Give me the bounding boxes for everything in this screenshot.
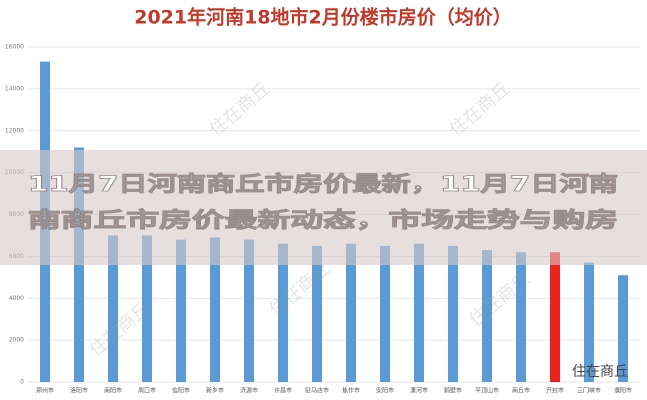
bar bbox=[108, 235, 118, 382]
bar bbox=[278, 243, 288, 382]
x-tick-label: 濮阳市 bbox=[614, 387, 632, 395]
overlay-band bbox=[0, 150, 647, 265]
bar bbox=[142, 235, 152, 382]
bar bbox=[244, 239, 254, 382]
y-tick-label: 16000 bbox=[5, 44, 24, 51]
x-tick-label: 鹤壁市 bbox=[444, 387, 462, 395]
bar bbox=[210, 237, 220, 382]
x-tick-label: 信阳市 bbox=[172, 387, 190, 395]
x-tick-label: 焦作市 bbox=[342, 387, 360, 395]
x-tick-label: 开封市 bbox=[546, 387, 564, 395]
y-tick-label: 2000 bbox=[9, 337, 24, 344]
y-tick-label: 0 bbox=[20, 379, 24, 386]
overlay-text: 11月7日河南商丘市房价最新，11月7日河南 bbox=[28, 172, 618, 196]
bar bbox=[380, 245, 390, 382]
y-tick-label: 12000 bbox=[5, 127, 24, 134]
bar bbox=[618, 275, 628, 382]
overlay-text: 南商丘市房价最新动态，市场走势与购房 bbox=[28, 208, 618, 232]
bar bbox=[176, 239, 186, 382]
x-tick-label: 许昌市 bbox=[274, 387, 292, 395]
chart-title: 2021年河南18地市2月份楼市房价（均价） bbox=[134, 6, 512, 29]
y-tick-label: 14000 bbox=[5, 85, 24, 92]
x-tick-label: 洛阳市 bbox=[70, 387, 88, 395]
x-tick-label: 新乡市 bbox=[206, 387, 224, 395]
x-tick-label: 漯河市 bbox=[410, 387, 428, 395]
bar bbox=[584, 262, 594, 382]
bar bbox=[516, 252, 526, 382]
x-tick-label: 南阳市 bbox=[104, 387, 122, 395]
x-tick-label: 郑州市 bbox=[36, 387, 54, 395]
watermark-logo: 住在商丘 bbox=[572, 364, 628, 380]
bar bbox=[550, 252, 560, 382]
x-tick-label: 平顶山市 bbox=[475, 387, 499, 395]
bar bbox=[482, 250, 492, 382]
x-tick-label: 驻马店市 bbox=[305, 387, 329, 395]
x-tick-label: 安阳市 bbox=[376, 387, 394, 395]
x-tick-label: 商丘市 bbox=[512, 387, 530, 395]
x-tick-label: 济源市 bbox=[240, 387, 258, 395]
y-tick-label: 4000 bbox=[9, 295, 24, 302]
bar bbox=[414, 243, 424, 382]
x-tick-label: 周口市 bbox=[138, 387, 156, 395]
x-tick-label: 三门峡市 bbox=[577, 387, 601, 395]
bar bbox=[312, 245, 322, 382]
bar bbox=[448, 245, 458, 382]
bar bbox=[346, 243, 356, 382]
